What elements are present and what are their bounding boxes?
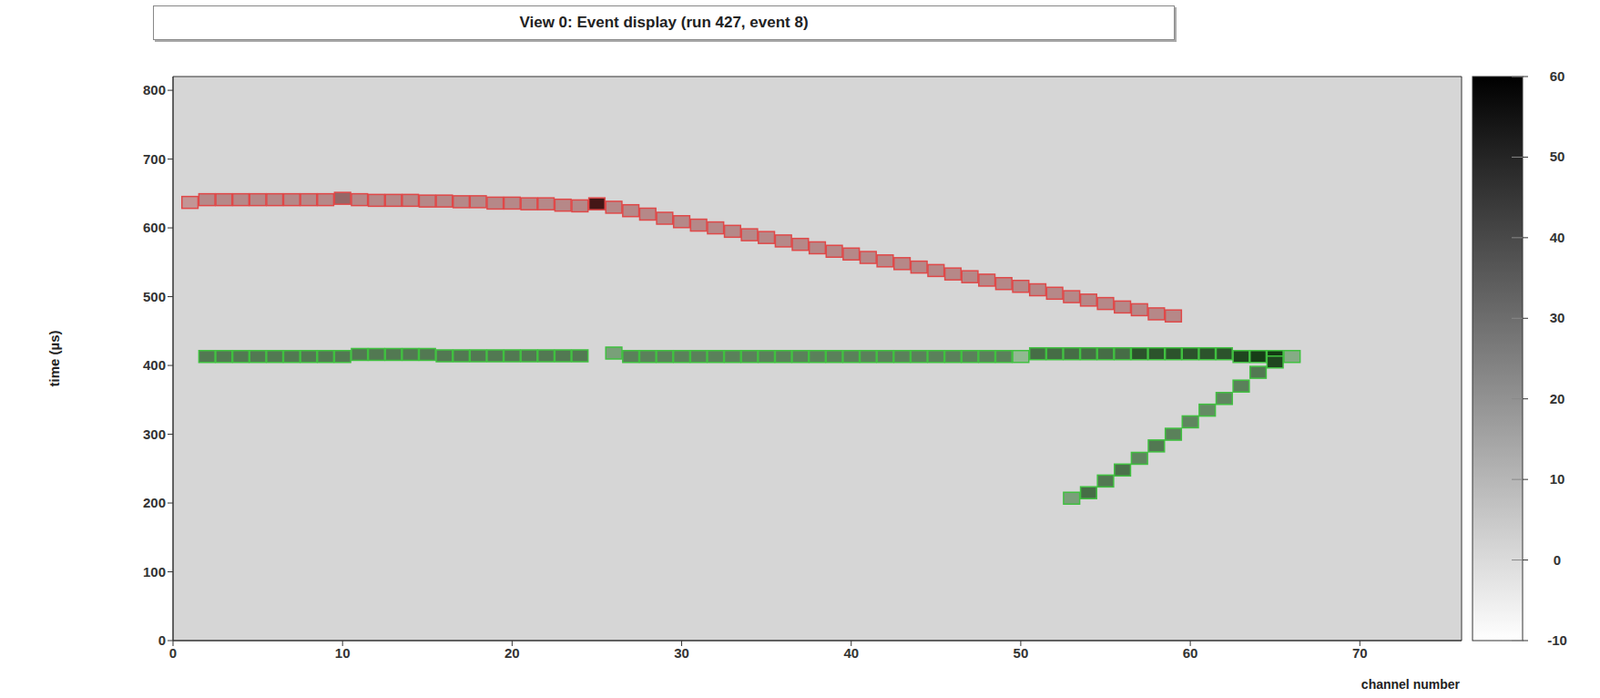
svg-text:20: 20 bbox=[504, 644, 520, 661]
svg-text:600: 600 bbox=[142, 219, 166, 235]
svg-text:0: 0 bbox=[158, 631, 166, 648]
svg-text:500: 500 bbox=[142, 288, 166, 305]
svg-text:channel number: channel number bbox=[1361, 676, 1461, 692]
svg-text:50: 50 bbox=[1549, 148, 1566, 164]
svg-text:700: 700 bbox=[142, 151, 166, 167]
svg-text:-10: -10 bbox=[1547, 631, 1568, 648]
svg-text:200: 200 bbox=[142, 494, 166, 510]
svg-text:0: 0 bbox=[169, 644, 177, 661]
svg-text:30: 30 bbox=[1549, 309, 1566, 326]
html-text:View 0: Event display (run 427: View 0: Event display (run 427, event 8) bbox=[519, 13, 809, 31]
svg-text:60: 60 bbox=[1182, 644, 1199, 661]
svg-text:400: 400 bbox=[142, 356, 166, 373]
svg-text:20: 20 bbox=[1549, 390, 1566, 407]
svg-text:70: 70 bbox=[1352, 644, 1368, 661]
svg-text:40: 40 bbox=[843, 644, 859, 661]
svg-text:10: 10 bbox=[335, 644, 351, 661]
svg-text:100: 100 bbox=[142, 563, 166, 580]
svg-text:60: 60 bbox=[1549, 68, 1566, 84]
svg-text:30: 30 bbox=[673, 644, 690, 661]
svg-text:time (µs): time (µs) bbox=[46, 330, 62, 388]
svg-text:10: 10 bbox=[1549, 470, 1566, 487]
svg-text:50: 50 bbox=[1013, 644, 1030, 661]
svg-text:0: 0 bbox=[1553, 551, 1561, 568]
svg-text:40: 40 bbox=[1549, 229, 1566, 245]
svg-text:300: 300 bbox=[142, 426, 166, 442]
svg-text:800: 800 bbox=[142, 81, 166, 98]
